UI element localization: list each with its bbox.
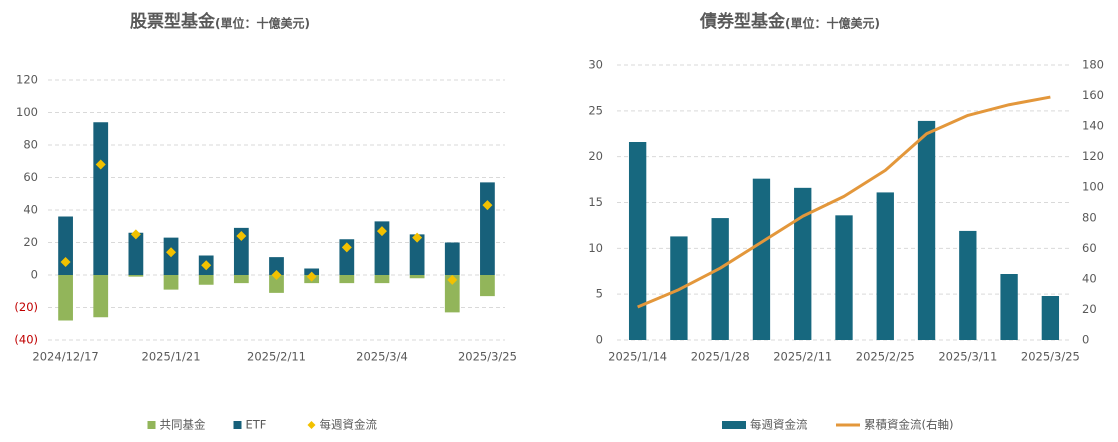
x-tick-label: 2025/1/21 bbox=[142, 350, 201, 364]
legend-label: 累積資金流(右軸) bbox=[864, 418, 953, 432]
y-tick-label: 20 bbox=[23, 235, 38, 249]
y-tick-label: 10 bbox=[588, 241, 603, 255]
bar bbox=[233, 275, 249, 284]
y-tick-label: 30 bbox=[588, 58, 603, 72]
bar bbox=[959, 230, 977, 340]
y2-tick-label: 80 bbox=[1082, 210, 1097, 224]
bar bbox=[339, 275, 355, 284]
x-tick-label: 2025/2/25 bbox=[856, 350, 915, 364]
y-tick-label: (20) bbox=[14, 300, 38, 314]
legend-swatch bbox=[233, 421, 242, 429]
bar bbox=[409, 234, 425, 275]
y2-tick-label: 100 bbox=[1082, 180, 1104, 194]
bar bbox=[374, 275, 390, 284]
bar bbox=[163, 275, 179, 290]
y2-tick-label: 120 bbox=[1082, 149, 1104, 163]
bar bbox=[128, 232, 144, 275]
diamond-marker bbox=[130, 229, 141, 240]
bar bbox=[444, 242, 460, 275]
bar bbox=[711, 218, 729, 340]
chart-title: 債券型基金 bbox=[699, 11, 786, 32]
diamond-marker bbox=[95, 159, 106, 170]
diamond-marker bbox=[60, 257, 71, 267]
bar bbox=[269, 275, 284, 293]
bar bbox=[58, 216, 73, 275]
bar bbox=[752, 178, 771, 340]
x-tick-label: 2024/12/17 bbox=[32, 350, 98, 364]
bar bbox=[374, 221, 390, 275]
y-tick-label: 15 bbox=[588, 195, 603, 209]
bar bbox=[876, 192, 894, 340]
x-tick-label: 2025/1/28 bbox=[691, 350, 750, 364]
y-tick-label: 80 bbox=[23, 138, 38, 152]
x-tick-label: 2025/3/25 bbox=[1021, 350, 1080, 364]
bar bbox=[480, 275, 495, 297]
y2-tick-label: 140 bbox=[1082, 119, 1104, 133]
x-tick-label: 2025/2/11 bbox=[773, 350, 832, 364]
x-tick-label: 2025/3/25 bbox=[458, 350, 517, 364]
diamond-marker bbox=[201, 260, 212, 271]
diamond-marker bbox=[447, 274, 458, 285]
diamond-marker bbox=[376, 226, 387, 237]
bar bbox=[1000, 274, 1018, 340]
bar bbox=[835, 215, 853, 340]
legend-label: 共同基金 bbox=[160, 418, 206, 432]
y-tick-label: 120 bbox=[16, 73, 38, 87]
bar bbox=[233, 227, 249, 275]
diamond-marker bbox=[412, 232, 423, 243]
y-tick-label: 0 bbox=[31, 268, 38, 282]
x-tick-label: 2025/2/11 bbox=[247, 350, 306, 364]
bar bbox=[444, 275, 460, 313]
bar bbox=[409, 275, 425, 279]
bar bbox=[269, 257, 284, 275]
chart-unit: (單位：十億美元) bbox=[215, 16, 310, 31]
y2-tick-label: 20 bbox=[1082, 302, 1097, 316]
bar bbox=[198, 275, 214, 285]
y-tick-label: 60 bbox=[23, 170, 38, 184]
bar bbox=[128, 275, 144, 277]
diamond-marker bbox=[482, 200, 493, 211]
y-tick-label: 25 bbox=[588, 103, 603, 117]
diamond-marker bbox=[306, 271, 317, 282]
y-tick-label: 40 bbox=[23, 203, 38, 217]
y2-tick-label: 160 bbox=[1082, 88, 1104, 102]
diamond-marker bbox=[236, 231, 247, 241]
x-tick-label: 2025/3/4 bbox=[356, 350, 408, 364]
bar bbox=[58, 275, 73, 321]
y2-tick-label: 0 bbox=[1082, 333, 1089, 347]
x-tick-label: 2025/1/14 bbox=[608, 350, 667, 364]
bar bbox=[1041, 296, 1060, 340]
y2-tick-label: 60 bbox=[1082, 241, 1097, 255]
bar bbox=[794, 187, 812, 340]
y2-tick-label: 180 bbox=[1082, 58, 1104, 72]
chart-title: 股票型基金 bbox=[130, 11, 216, 32]
line bbox=[637, 95, 1051, 309]
x-tick-label: 2025/3/11 bbox=[938, 350, 997, 364]
diamond-marker bbox=[341, 242, 352, 253]
y-tick-label: 5 bbox=[596, 287, 603, 301]
y-tick-label: 0 bbox=[596, 333, 603, 347]
legend-label: ETF bbox=[246, 418, 267, 432]
legend-swatch bbox=[147, 421, 156, 429]
y-tick-label: 100 bbox=[16, 105, 38, 119]
legend-swatch bbox=[307, 421, 316, 429]
bar bbox=[93, 122, 109, 275]
diamond-marker bbox=[166, 247, 177, 258]
bar bbox=[93, 275, 109, 318]
y-tick-label: (40) bbox=[14, 333, 38, 347]
diamond-marker bbox=[271, 270, 282, 280]
bar bbox=[480, 182, 495, 275]
y2-tick-label: 40 bbox=[1082, 271, 1097, 285]
y-tick-label: 20 bbox=[588, 149, 603, 163]
legend-swatch bbox=[722, 421, 746, 429]
legend-label: 每週資金流 bbox=[320, 418, 378, 432]
bar bbox=[917, 120, 936, 341]
legend-label: 每週資金流 bbox=[750, 418, 808, 432]
bar bbox=[628, 142, 647, 340]
chart-unit: (單位：十億美元) bbox=[785, 16, 880, 31]
